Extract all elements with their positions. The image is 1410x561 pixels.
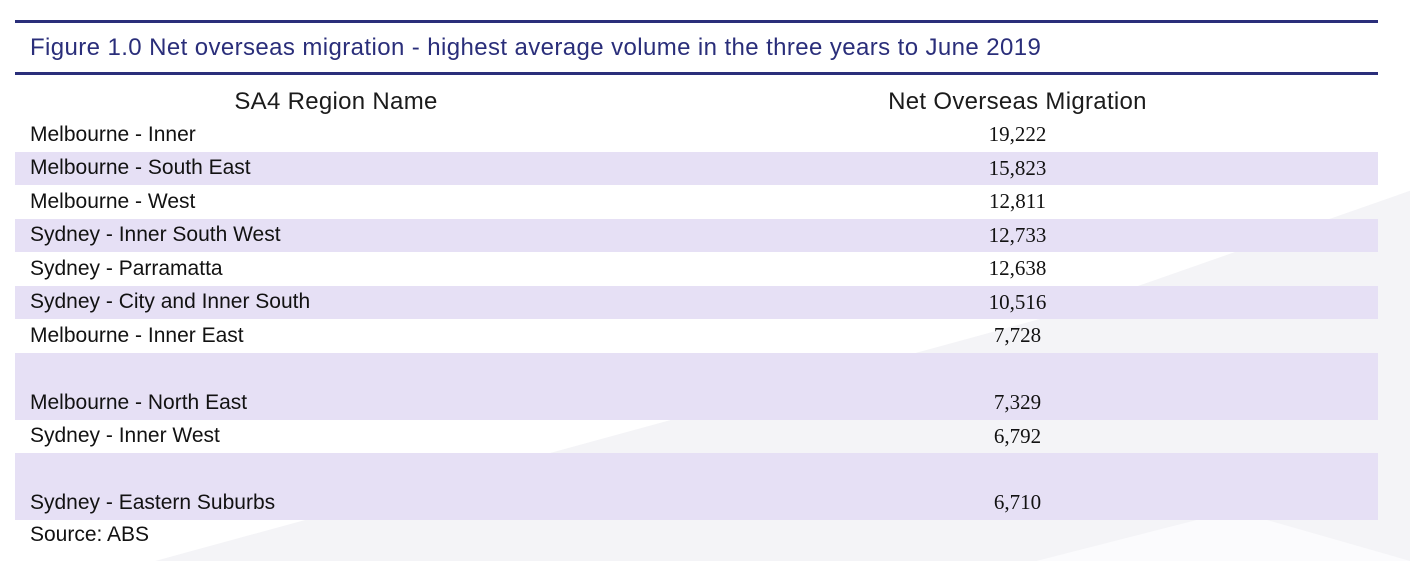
migration-value-cell: 12,811 <box>989 189 1046 214</box>
title-rule <box>15 72 1378 75</box>
region-name-cell: Melbourne - Inner <box>30 122 196 146</box>
table-row: Sydney - Eastern Suburbs 6,710 <box>15 453 1378 520</box>
table-row: Sydney - City and Inner South 10,516 <box>15 285 1378 319</box>
column-header-migration: Net Overseas Migration <box>888 88 1147 115</box>
region-name-cell: Melbourne - Inner East <box>30 323 244 347</box>
region-name-cell: Melbourne - West <box>30 189 196 213</box>
table-row: Melbourne - West 12,811 <box>15 185 1378 219</box>
table-row: Sydney - Inner West 6,792 <box>15 420 1378 454</box>
migration-value-cell: 7,329 <box>993 389 1042 414</box>
table-row: Melbourne - South East 15,823 <box>15 151 1378 185</box>
table-row: Melbourne - North East 7,329 <box>15 352 1378 420</box>
region-name-cell: Sydney - Inner South West <box>30 223 281 247</box>
column-header-region: SA4 Region Name <box>234 88 438 115</box>
table-row: Sydney - Inner South West 12,733 <box>15 218 1378 252</box>
migration-value-cell: 19,222 <box>988 122 1047 147</box>
migration-value-cell: 12,638 <box>988 256 1047 281</box>
region-name-cell: Melbourne - North East <box>30 390 248 414</box>
migration-value-cell: 12,733 <box>988 222 1047 247</box>
migration-value-cell: 10,516 <box>988 289 1047 314</box>
table-body: Melbourne - Inner 19,222 Melbourne - South… <box>15 118 1378 520</box>
migration-value-cell: 6,792 <box>993 423 1042 448</box>
region-name-cell: Sydney - City and Inner South <box>30 290 311 314</box>
table-row: Melbourne - Inner 19,222 <box>15 118 1378 152</box>
table-row: Melbourne - Inner East 7,728 <box>15 319 1378 353</box>
table-header: SA4 Region Name Net Overseas Migration <box>15 86 1378 118</box>
region-name-cell: Melbourne - South East <box>30 156 251 180</box>
top-rule <box>15 20 1378 23</box>
table-row: Sydney - Parramatta 12,638 <box>15 252 1378 286</box>
migration-value-cell: 6,710 <box>993 490 1042 514</box>
migration-value-cell: 7,728 <box>993 323 1042 348</box>
region-name-cell: Sydney - Inner West <box>30 424 220 448</box>
region-name-cell: Sydney - Parramatta <box>30 256 223 280</box>
migration-value-cell: 15,823 <box>988 155 1047 180</box>
source-note: Source: ABS <box>30 523 150 546</box>
region-name-cell: Sydney - Eastern Suburbs <box>30 491 276 514</box>
figure-title: Figure 1.0 Net overseas migration - high… <box>30 34 1042 61</box>
